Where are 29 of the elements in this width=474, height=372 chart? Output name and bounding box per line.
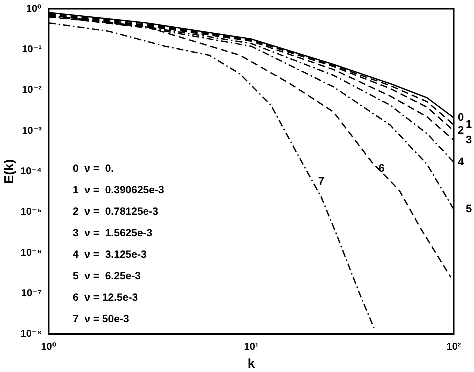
annotation: 5 ν = 6.25e-3 [72, 270, 142, 282]
y-tick-label: 10⁻⁴ [20, 166, 42, 178]
annotation: 0 ν = 0. [72, 162, 114, 175]
series-label: 5 [466, 204, 472, 216]
annotation: 1 ν = 0.390625e-3 [72, 184, 164, 196]
series-label: 7 [318, 176, 325, 188]
y-tick-label: 10⁻⁵ [20, 207, 42, 218]
y-tick-label: 10⁻⁷ [21, 288, 42, 300]
y-tick-label: 10⁻² [22, 85, 43, 96]
annotation: 3 ν = 1.5625e-3 [72, 227, 153, 240]
series-label: 4 [458, 156, 465, 168]
x-tick-label: 10² [446, 342, 462, 354]
x-axis-title: k [248, 356, 256, 371]
x-tick-label: 10¹ [244, 342, 260, 354]
annotation: 2 ν = 0.78125e-3 [72, 206, 159, 218]
y-axis-title: E(k) [1, 159, 16, 184]
series-label: 3 [466, 134, 472, 146]
annotation: 4 ν = 3.125e-3 [72, 248, 147, 261]
series-label: 0 [458, 112, 464, 124]
series-label: 1 [466, 119, 472, 132]
y-tick-label: 10⁻⁶ [20, 248, 42, 259]
y-tick-label: 10⁻¹ [22, 44, 43, 56]
y-tick-label: 10⁻³ [22, 126, 43, 137]
annotation: 7 ν = 50e-3 [72, 313, 130, 326]
y-tick-label: 10⁰ [26, 4, 42, 15]
y-tick-label: 10⁻⁸ [20, 329, 42, 340]
x-tick-label: 10⁰ [41, 342, 57, 354]
annotation: 6 ν = 12.5e-3 [72, 292, 138, 304]
series-label: 2 [458, 125, 464, 138]
